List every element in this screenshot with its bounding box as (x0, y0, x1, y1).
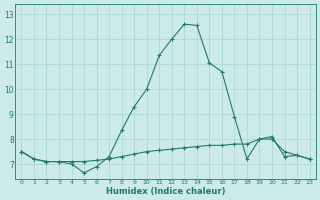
X-axis label: Humidex (Indice chaleur): Humidex (Indice chaleur) (106, 187, 225, 196)
